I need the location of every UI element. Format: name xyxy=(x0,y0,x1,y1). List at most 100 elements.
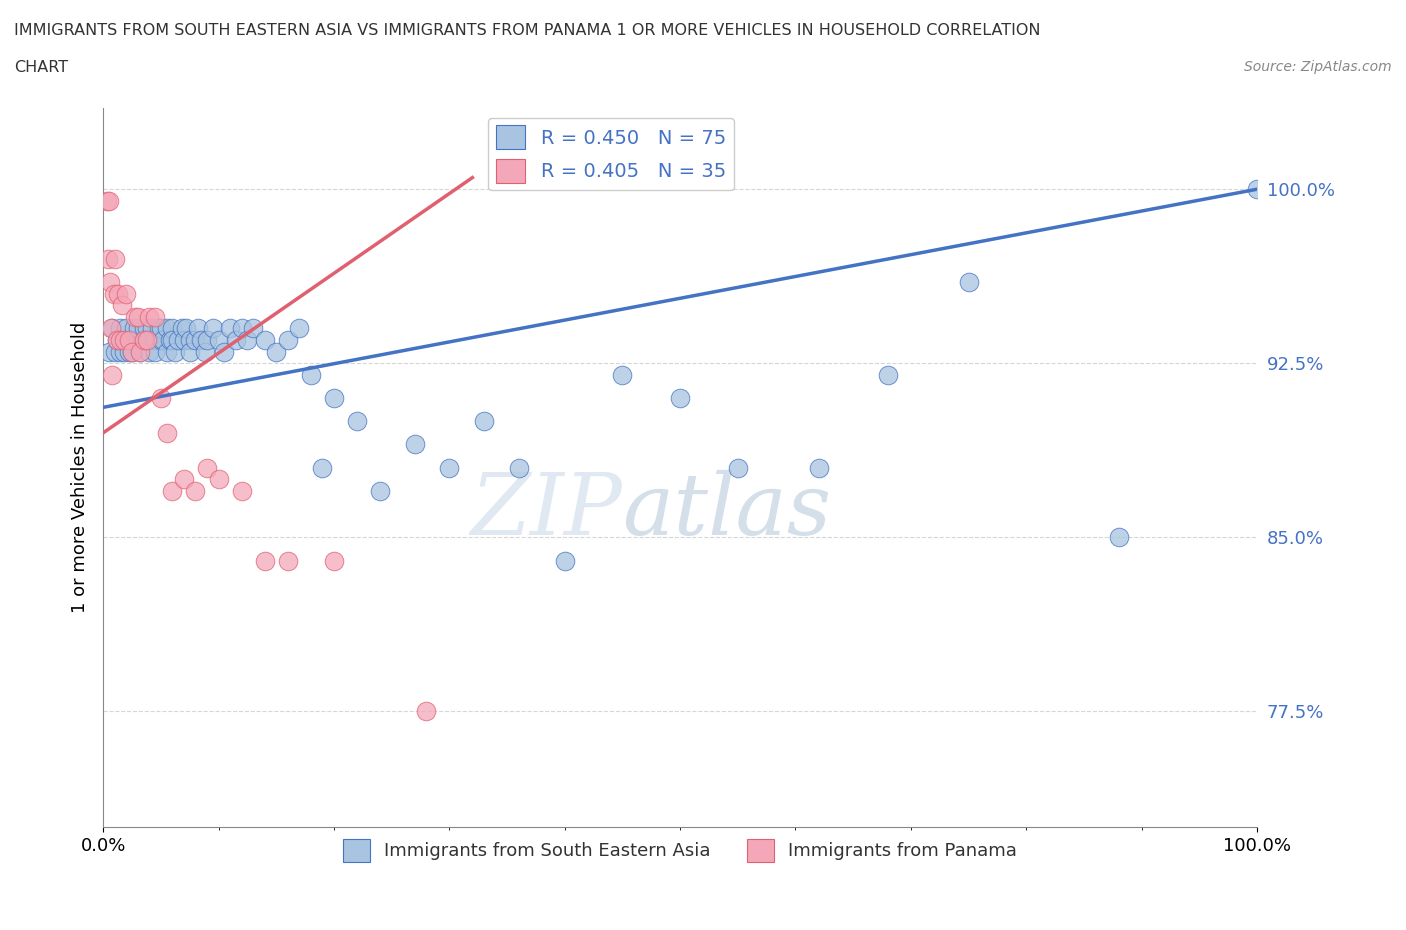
Point xyxy=(101,321,124,336)
Text: ZIP: ZIP xyxy=(471,470,623,552)
Point xyxy=(162,333,184,348)
Point xyxy=(136,333,159,348)
Point xyxy=(143,310,166,325)
Point xyxy=(148,321,170,336)
Text: Source: ZipAtlas.com: Source: ZipAtlas.com xyxy=(1244,60,1392,74)
Point xyxy=(346,414,368,429)
Point xyxy=(127,310,149,325)
Point xyxy=(104,251,127,266)
Point xyxy=(121,344,143,359)
Point xyxy=(127,333,149,348)
Point xyxy=(162,321,184,336)
Point xyxy=(1108,530,1130,545)
Point xyxy=(253,333,276,348)
Point xyxy=(311,460,333,475)
Point xyxy=(110,333,132,348)
Point xyxy=(195,333,218,348)
Point xyxy=(179,333,201,348)
Point xyxy=(155,425,177,440)
Point xyxy=(115,333,138,348)
Point xyxy=(107,286,129,301)
Point xyxy=(121,333,143,348)
Point xyxy=(214,344,236,359)
Point xyxy=(141,321,163,336)
Point xyxy=(143,344,166,359)
Point xyxy=(96,193,118,208)
Point xyxy=(299,367,322,382)
Point xyxy=(100,321,122,336)
Point xyxy=(219,321,242,336)
Point xyxy=(97,344,120,359)
Point xyxy=(225,333,247,348)
Point xyxy=(170,321,193,336)
Point xyxy=(415,704,437,719)
Point xyxy=(97,251,120,266)
Point xyxy=(138,333,160,348)
Point xyxy=(101,367,124,382)
Point xyxy=(439,460,461,475)
Point xyxy=(167,333,190,348)
Point xyxy=(173,472,195,486)
Point xyxy=(184,333,207,348)
Point xyxy=(115,321,138,336)
Point xyxy=(115,286,138,301)
Point xyxy=(184,484,207,498)
Point xyxy=(138,310,160,325)
Point xyxy=(98,274,121,289)
Point xyxy=(187,321,209,336)
Text: CHART: CHART xyxy=(14,60,67,75)
Point xyxy=(807,460,830,475)
Point xyxy=(155,344,177,359)
Point xyxy=(129,344,152,359)
Point xyxy=(159,333,181,348)
Point xyxy=(322,391,344,405)
Point xyxy=(155,321,177,336)
Point xyxy=(322,553,344,568)
Point xyxy=(277,553,299,568)
Point xyxy=(404,437,426,452)
Point xyxy=(103,286,125,301)
Point xyxy=(669,391,692,405)
Point xyxy=(179,344,201,359)
Point xyxy=(112,344,135,359)
Point xyxy=(368,484,391,498)
Point xyxy=(136,321,159,336)
Point xyxy=(97,193,120,208)
Point xyxy=(231,321,253,336)
Point xyxy=(288,321,311,336)
Point xyxy=(201,321,224,336)
Point xyxy=(132,333,155,348)
Point xyxy=(253,553,276,568)
Point xyxy=(143,333,166,348)
Point xyxy=(127,321,149,336)
Point xyxy=(104,344,127,359)
Point xyxy=(110,344,132,359)
Point xyxy=(957,274,980,289)
Point xyxy=(110,321,132,336)
Legend: Immigrants from South Eastern Asia, Immigrants from Panama: Immigrants from South Eastern Asia, Immi… xyxy=(336,832,1025,869)
Point xyxy=(117,333,139,348)
Point xyxy=(110,298,132,312)
Point xyxy=(242,321,264,336)
Point xyxy=(149,321,172,336)
Point xyxy=(173,333,195,348)
Point xyxy=(195,460,218,475)
Text: IMMIGRANTS FROM SOUTH EASTERN ASIA VS IMMIGRANTS FROM PANAMA 1 OR MORE VEHICLES : IMMIGRANTS FROM SOUTH EASTERN ASIA VS IM… xyxy=(14,23,1040,38)
Point xyxy=(231,484,253,498)
Point xyxy=(132,333,155,348)
Point xyxy=(149,333,172,348)
Point xyxy=(162,484,184,498)
Point xyxy=(277,333,299,348)
Point xyxy=(727,460,749,475)
Point xyxy=(236,333,259,348)
Point xyxy=(264,344,287,359)
Point xyxy=(152,333,174,348)
Text: atlas: atlas xyxy=(623,470,831,552)
Point xyxy=(121,344,143,359)
Point xyxy=(124,321,146,336)
Point xyxy=(105,333,128,348)
Point xyxy=(207,472,229,486)
Point xyxy=(207,333,229,348)
Point xyxy=(163,344,186,359)
Point xyxy=(174,321,197,336)
